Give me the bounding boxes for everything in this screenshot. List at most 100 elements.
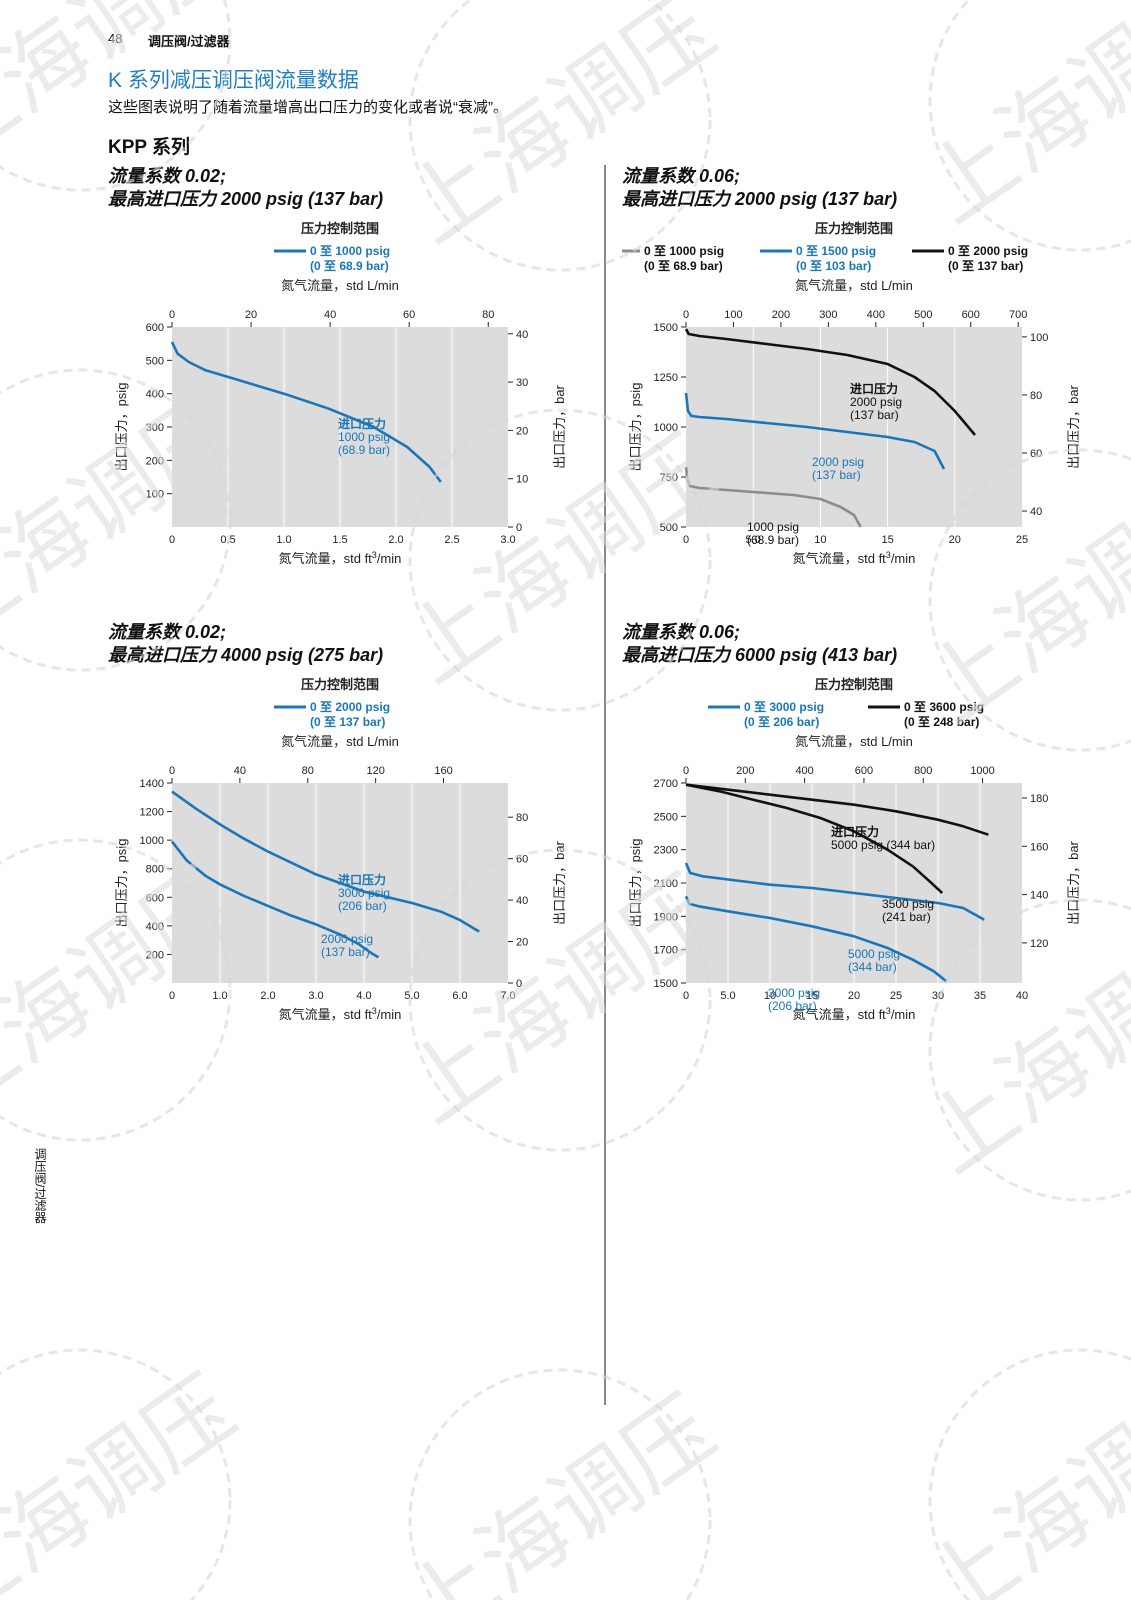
bottom-tick-label: 0: [683, 534, 689, 546]
flow-chart-4: 压力控制范围 0 至 3000 psig(0 至 206 bar) 0 至 3600…: [628, 677, 1081, 1022]
flow-chart-1: 压力控制范围 0 至 1000 psig(0 至 68.9 bar) 氮气流量，st…: [114, 221, 567, 566]
legend-sublabel: (0 至 103 bar): [796, 259, 871, 273]
series-line: [685, 783, 989, 836]
bottom-tick-label: 5.0: [720, 990, 735, 1002]
bottom-tick-label: 20: [848, 990, 860, 1002]
annotation-text: 5000 psig: [848, 947, 900, 961]
annotation-text: 进口压力: [831, 824, 879, 839]
annotation-text: 1000 psig: [338, 430, 390, 444]
chart-title-line1: 流量系数 0.02;: [108, 622, 227, 642]
legend-title: 压力控制范围: [301, 677, 379, 692]
chart-title-line1: 流量系数 0.02;: [108, 166, 227, 186]
bottom-axis-label-unit: /min: [377, 1007, 402, 1022]
chart-title-line1: 流量系数 0.06;: [622, 622, 741, 642]
left-tick-label: 1250: [654, 372, 678, 384]
chart-title: 流量系数 0.06; 最高进口压力 2000 psig (137 bar): [622, 165, 897, 211]
right-tick-label: 160: [1030, 841, 1048, 853]
bottom-tick-label: 2.0: [388, 534, 403, 546]
right-tick-label: 0: [516, 978, 522, 990]
chart-panel-3: 流量系数 0.02; 最高进口压力 4000 psig (275 bar) 压力…: [108, 621, 608, 1081]
top-axis-label: 氮气流量，std L/min: [281, 734, 399, 749]
top-tick-label: 120: [366, 765, 384, 777]
top-axis-label: 氮气流量，std L/min: [795, 734, 913, 749]
legend-label: 0 至 3600 psig: [904, 700, 984, 714]
bottom-tick-label: 2.5: [444, 534, 459, 546]
annotation-text: 1000 psig: [747, 520, 799, 534]
chart-panel-4: 流量系数 0.06; 最高进口压力 6000 psig (413 bar) 压力…: [622, 621, 1122, 1081]
top-tick-label: 600: [962, 309, 980, 321]
bottom-tick-label: 1.0: [276, 534, 291, 546]
legend-label: 0 至 3000 psig: [744, 700, 824, 714]
top-tick-label: 40: [324, 309, 336, 321]
bottom-tick-label: 15: [806, 990, 818, 1002]
left-tick-label: 1400: [140, 778, 164, 790]
top-tick-label: 400: [795, 765, 813, 777]
left-tick-label: 2100: [654, 878, 678, 890]
legend-label: 0 至 1500 psig: [796, 244, 876, 258]
bottom-tick-label: 30: [932, 990, 944, 1002]
legend-title: 压力控制范围: [301, 221, 379, 236]
annotation-text: 2000 psig: [321, 932, 373, 946]
right-axis-label: 出口压力，bar: [1066, 840, 1081, 924]
watermark-text: 上海调压: [387, 1378, 732, 1600]
bottom-axis-label-sup: 3: [886, 550, 891, 560]
bottom-tick-label: 10: [764, 990, 776, 1002]
bottom-tick-label: 1.0: [212, 990, 227, 1002]
bottom-tick-label: 1.5: [332, 534, 347, 546]
legend-label: 0 至 2000 psig: [948, 244, 1028, 258]
left-tick-label: 600: [146, 322, 164, 334]
left-tick-label: 200: [146, 455, 164, 467]
chart-title-line2: 最高进口压力 2000 psig (137 bar): [108, 189, 384, 209]
chart-panel-2: 流量系数 0.06; 最高进口压力 2000 psig (137 bar) 压力…: [622, 165, 1122, 625]
bottom-tick-label: 20: [949, 534, 961, 546]
bottom-tick-label: 0: [169, 534, 175, 546]
bottom-axis-label: 氮气流量，std ft3/min: [279, 1006, 402, 1022]
legend-label: 0 至 1000 psig: [310, 244, 390, 258]
annotation-text: 2000 psig: [812, 455, 864, 469]
top-tick-label: 600: [855, 765, 873, 777]
top-tick-label: 700: [1009, 309, 1027, 321]
legend-sublabel: (0 至 137 bar): [310, 715, 385, 729]
left-tick-label: 1500: [654, 978, 678, 990]
left-tick-label: 400: [146, 921, 164, 933]
annotation-text: (137 bar): [321, 945, 370, 959]
annotation-text: 进口压力: [850, 381, 898, 396]
right-tick-label: 40: [1030, 506, 1042, 518]
left-axis-label: 出口压力，psig: [628, 383, 643, 472]
top-tick-label: 500: [914, 309, 932, 321]
intro-text: 这些图表说明了随着流量增高出口压力的变化或者说“衰减”。: [108, 99, 508, 116]
watermark-text: 上海调压: [0, 1358, 252, 1600]
bottom-tick-label: 5.0: [404, 990, 419, 1002]
left-tick-label: 600: [146, 892, 164, 904]
left-tick-label: 800: [146, 864, 164, 876]
chart-title: 流量系数 0.02; 最高进口压力 2000 psig (137 bar): [108, 165, 383, 211]
left-tick-label: 2500: [654, 811, 678, 823]
chart-title-line2: 最高进口压力 4000 psig (275 bar): [108, 645, 384, 665]
series-line: [685, 783, 944, 894]
bottom-axis-label: 氮气流量，std ft3/min: [279, 550, 402, 566]
right-tick-label: 60: [1030, 448, 1042, 460]
flow-chart-3: 压力控制范围 0 至 2000 psig(0 至 137 bar) 氮气流量，std…: [114, 677, 567, 1022]
annotation-text: (137 bar): [812, 468, 861, 482]
bottom-axis-label: 氮气流量，std ft3/min: [793, 1006, 916, 1022]
left-tick-label: 1200: [140, 807, 164, 819]
bottom-axis-label-main: 氮气流量，std ft: [793, 1007, 887, 1022]
bottom-tick-label: 35: [974, 990, 986, 1002]
bottom-axis-label-main: 氮气流量，std ft: [793, 551, 887, 566]
annotation-text: (68.9 bar): [338, 443, 390, 457]
chart-panel-1: 流量系数 0.02; 最高进口压力 2000 psig (137 bar) 压力…: [108, 165, 608, 625]
chart-title-line2: 最高进口压力 2000 psig (137 bar): [622, 189, 898, 209]
bottom-tick-label: 6.0: [452, 990, 467, 1002]
chart-title-line2: 最高进口压力 6000 psig (413 bar): [622, 645, 898, 665]
top-axis-label: 氮气流量，std L/min: [795, 278, 913, 293]
left-tick-label: 750: [660, 472, 678, 484]
legend-label: 0 至 2000 psig: [310, 700, 390, 714]
bottom-tick-label: 4.0: [356, 990, 371, 1002]
left-axis-label: 出口压力，psig: [114, 839, 129, 928]
page-title: K 系列减压调压阀流量数据: [108, 69, 359, 92]
top-tick-label: 200: [736, 765, 754, 777]
annotation-text: (137 bar): [850, 408, 899, 422]
right-axis-label: 出口压力，bar: [552, 840, 567, 924]
top-tick-label: 0: [169, 309, 175, 321]
left-tick-label: 500: [660, 522, 678, 534]
